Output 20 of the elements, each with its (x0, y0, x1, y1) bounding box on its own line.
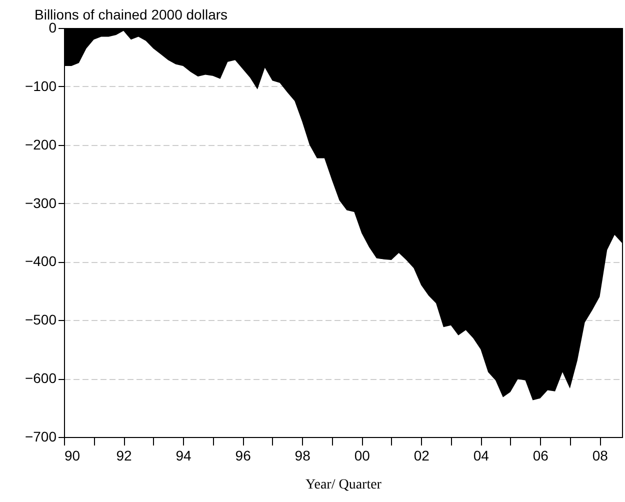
y-tick-label: −400 (24, 253, 57, 270)
x-tick-label: 94 (176, 448, 192, 464)
x-tick-label: 08 (592, 448, 608, 464)
y-tick-label: −100 (24, 78, 57, 94)
x-tick-label: 06 (532, 448, 549, 464)
x-tick-label: 96 (235, 448, 252, 464)
x-tick-label: 04 (473, 448, 490, 464)
y-tick-label: 0 (48, 20, 57, 36)
x-tick-label: 98 (294, 448, 311, 464)
y-tick-label: −300 (24, 194, 57, 211)
x-tick-label: 90 (64, 448, 80, 464)
y-axis-title: Billions of chained 2000 dollars (34, 6, 228, 22)
x-axis-title: Year/ Quarter (306, 478, 382, 492)
y-tick-label: −600 (24, 370, 57, 386)
x-tick-label: 02 (414, 448, 430, 464)
x-tick-label: 00 (354, 448, 370, 464)
y-tick-label: −700 (24, 428, 57, 444)
x-tick-label: 92 (116, 448, 132, 464)
y-tick-label: −200 (24, 136, 57, 152)
y-tick-label: −500 (24, 312, 57, 328)
